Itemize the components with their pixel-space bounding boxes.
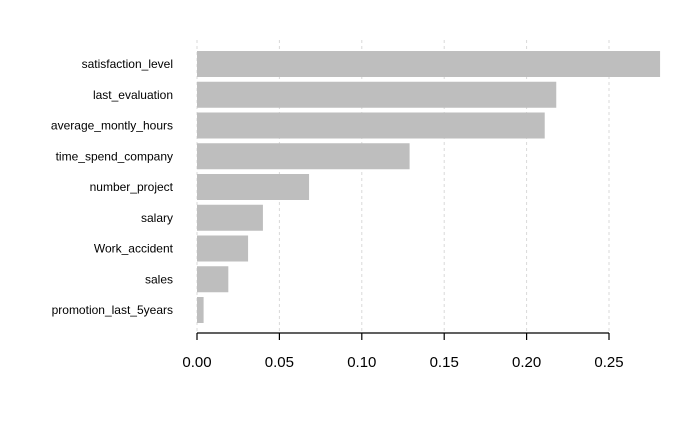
x-tick-label-5: 0.25 <box>594 354 623 371</box>
bar-layer <box>197 51 661 323</box>
x-axis: 0.00 0.05 0.10 0.15 0.20 0.25 <box>182 332 624 371</box>
bar-number_project <box>197 174 310 200</box>
x-tick-label-0: 0.00 <box>182 354 211 371</box>
bar-time_spend_company <box>197 143 410 170</box>
category-label-layer: satisfaction_level last_evaluationaverage… <box>51 57 174 317</box>
category-label-satisfaction_level: satisfaction_level <box>82 57 173 71</box>
x-tick-label-4: 0.20 <box>512 354 541 371</box>
category-label-last_evaluation: last_evaluation <box>93 88 173 102</box>
category-label-Work_accident: Work_accident <box>94 242 174 256</box>
bar-satisfaction_level <box>197 51 661 77</box>
x-tick-label-2: 0.10 <box>347 354 376 371</box>
bar-last_evaluation <box>197 81 557 108</box>
category-label-salary: salary <box>141 211 173 225</box>
bar-Work_accident <box>197 235 249 262</box>
bar-sales <box>197 266 229 293</box>
category-label-number_project: number_project <box>90 180 174 194</box>
bar-average_montly_hours <box>197 112 545 139</box>
x-tick-label-3: 0.15 <box>430 354 459 371</box>
category-label-promotion_last_5years: promotion_last_5years <box>52 303 173 317</box>
bar-promotion_last_5years <box>197 297 204 323</box>
category-label-sales: sales <box>145 272 173 286</box>
bar-salary <box>197 204 263 231</box>
category-label-time_spend_company: time_spend_company <box>56 149 173 163</box>
x-tick-label-1: 0.05 <box>265 354 294 371</box>
category-label-average_montly_hours: average_montly_hours <box>51 119 173 133</box>
